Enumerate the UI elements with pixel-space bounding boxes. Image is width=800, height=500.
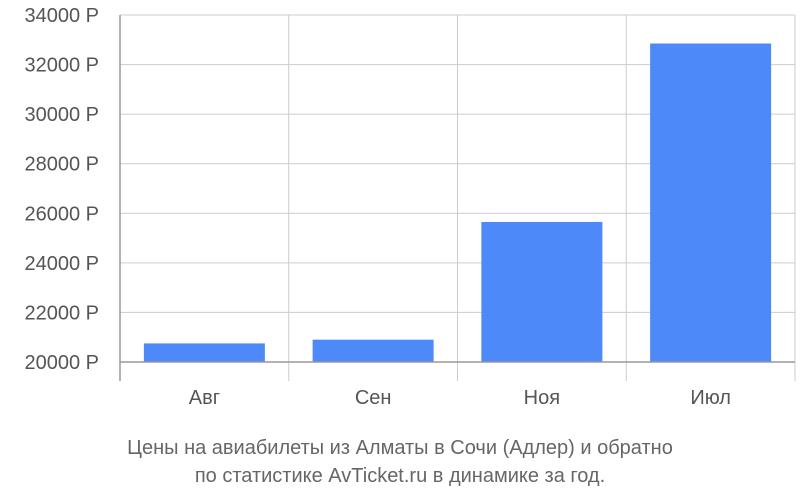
x-category-label: Авг: [189, 387, 220, 409]
x-category-label: Ноя: [524, 387, 560, 409]
bar-Ноя: [481, 221, 603, 362]
labels-layer: 20000 Р 22000 Р 24000 Р 26000 Р 28000 Р 30000…: [24, 5, 730, 409]
y-tick-label: 34000 Р: [24, 5, 99, 27]
bar-Авг: [143, 343, 265, 362]
bars-layer: [143, 43, 772, 362]
caption-line-2: по статистике AvTicket.ru в динамике за …: [195, 465, 605, 487]
axis-layer: [119, 15, 795, 381]
caption-line-1: Цены на авиабилеты из Алматы в Сочи (Адл…: [127, 437, 673, 459]
y-tick-label: 24000 Р: [24, 253, 99, 275]
y-tick-label: 22000 Р: [24, 302, 99, 324]
y-tick-label: 20000 Р: [24, 352, 99, 374]
x-category-label: Сен: [355, 387, 392, 409]
grid-layer: [119, 14, 796, 381]
bar-Сен: [312, 339, 434, 362]
y-tick-label: 26000 Р: [24, 203, 99, 225]
x-category-label: Июл: [690, 387, 731, 409]
bar-Июл: [650, 43, 772, 362]
y-tick-label: 28000 Р: [24, 154, 99, 176]
y-tick-label: 30000 Р: [24, 104, 99, 126]
y-tick-label: 32000 Р: [24, 55, 99, 77]
